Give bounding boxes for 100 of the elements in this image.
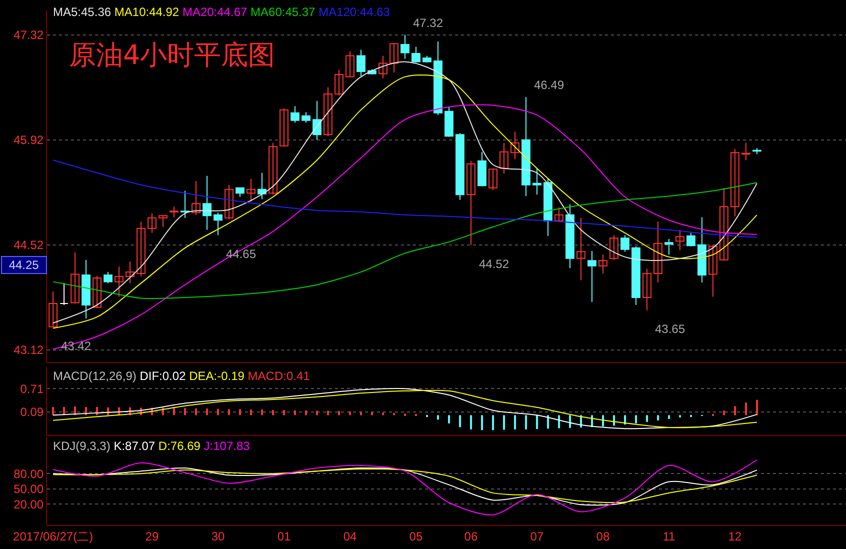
text: MA60:45.37 [250,5,316,19]
candlestick [675,229,684,251]
series-label: DIF:0.02 [140,369,186,383]
text: MA20:44.67 [182,5,248,19]
chart-title: MACD(12,26,9) [53,369,136,383]
bar [195,408,197,416]
text: 原油4小时平底图 [69,40,276,71]
candlestick [302,112,310,124]
bar [371,412,373,416]
series-label: K:87.07 [114,439,156,453]
line-series [52,459,758,516]
x-tick-label: 04 [343,529,357,544]
candlestick [620,234,630,252]
x-tick-label: 07 [530,529,544,544]
text: MA10:44.92 [114,5,180,19]
annotation: 43.42 [61,339,92,353]
candlestick [400,34,410,60]
candlestick [587,250,596,302]
y-tick-label: 44.52 [14,238,44,252]
bar [613,415,615,426]
bar [327,410,329,416]
bar [558,415,560,428]
series-label: D:76.69 [158,439,201,453]
candlestick [598,254,608,274]
bar [525,415,527,430]
bar [217,408,219,416]
candlestick [148,212,156,234]
bar [184,408,186,416]
bar [569,415,571,428]
bar [514,415,516,430]
text: MA120:44.63 [318,5,390,19]
text: MA5:45.36 [53,5,112,19]
bar [492,415,494,430]
y-tick-label: 50.00 [14,482,44,496]
y-tick-label: 0.09 [20,405,44,420]
bar [382,412,384,416]
candlestick [170,206,178,218]
bar [481,415,483,430]
bar [734,406,736,416]
bar [261,410,263,416]
candlestick [664,238,674,256]
bar [228,409,230,416]
y-tick-label: 45.92 [14,133,44,148]
x-tick-label: 29 [145,529,160,544]
bar [745,402,747,416]
candlestick [158,215,168,228]
series-label: DEA:-0.19 [189,369,245,383]
bar [250,410,252,416]
candlestick [422,55,432,64]
bar [536,415,538,429]
bar [470,415,472,430]
y-tick-label: 43.12 [14,343,44,358]
bar [52,406,54,416]
candlestick [642,268,652,311]
line-series [52,182,758,300]
bar [239,409,241,416]
x-tick-label: 01 [277,529,292,544]
x-tick-label: 12 [728,529,742,544]
line-series [52,160,758,238]
bar [459,415,461,428]
x-tick-label: 05 [409,529,423,544]
bar [305,410,307,416]
x-tick-label: 2017/06/27(二) [13,529,94,544]
bar [349,411,351,416]
candlestick [412,46,420,64]
bar [448,415,450,424]
candlestick [290,106,300,124]
bar [602,415,604,426]
bar [723,410,725,416]
bar [173,408,175,416]
series-label: J:107.83 [204,439,250,453]
bar [316,410,318,416]
candlestick [346,50,354,78]
bar [646,415,648,422]
bar [206,408,208,416]
candlestick [60,282,69,306]
y-tick-label: 80.00 [14,466,44,481]
candlestick [456,132,464,200]
annotation: 47.32 [413,16,444,30]
annotation: 43.65 [655,322,686,336]
annotation: 46.49 [534,78,564,92]
line-series [52,104,758,350]
bar [283,410,285,416]
bar [272,410,274,416]
bar [668,415,670,419]
y-tick-label: 20.00 [14,497,44,512]
bar [635,415,637,424]
candlestick [532,168,542,196]
x-tick-label: 11 [662,529,676,544]
text: MACD:0.41 [248,369,310,383]
chart-title: KDJ(9,3,3) [53,439,110,453]
x-tick-label: 06 [464,529,478,544]
bar [437,415,439,420]
bar [294,410,296,416]
y-tick-label: 47.32 [14,28,44,42]
candlestick [576,217,586,281]
candlestick [280,108,288,148]
y-tick-label: 0.71 [20,382,44,396]
candlestick [488,168,498,191]
bar [503,415,505,430]
